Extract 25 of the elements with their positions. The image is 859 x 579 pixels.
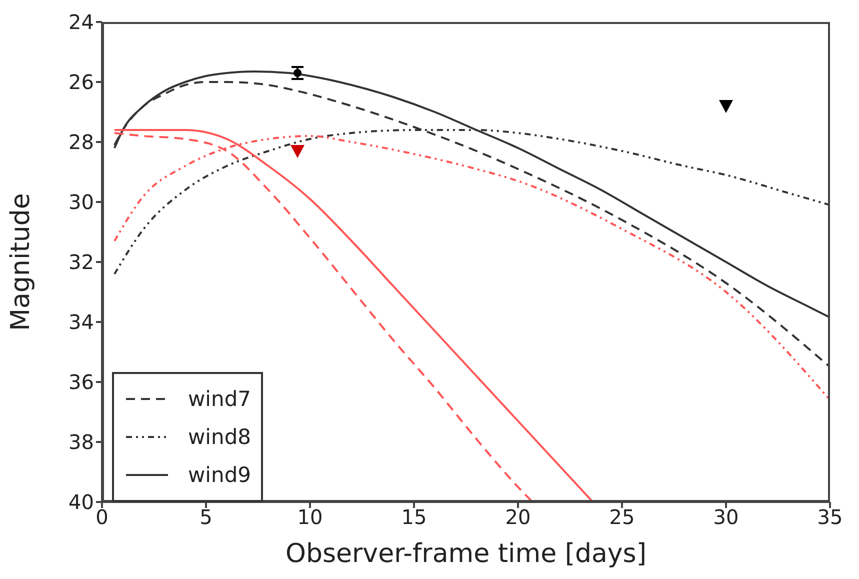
x-tick-label: 35 [817, 505, 843, 530]
y-tick-label: 28 [68, 130, 94, 154]
legend-label: wind9 [188, 463, 252, 487]
y-tick-label: 24 [68, 10, 94, 34]
point [719, 100, 733, 113]
x-tick-label: 10 [297, 505, 323, 530]
y-tick-label: 40 [68, 490, 94, 514]
legend-label: wind7 [188, 387, 252, 411]
x-tick-label: 15 [401, 505, 427, 530]
point [294, 69, 302, 77]
legend-label: wind8 [188, 425, 252, 449]
y-tick-label: 38 [68, 430, 94, 454]
x-tick-label: 5 [200, 505, 212, 530]
y-tick-label: 34 [68, 310, 94, 334]
x-axis-title: Observer-frame time [days] [285, 539, 647, 569]
y-tick-label: 32 [68, 250, 94, 274]
y-tick-label: 30 [68, 190, 94, 214]
x-tick-label: 30 [713, 505, 739, 530]
point [290, 145, 305, 158]
x-tick-label: 25 [609, 505, 635, 530]
y-axis-title: Magnitude [6, 193, 36, 331]
x-tick-label: 20 [505, 505, 531, 530]
x-tick-label: 0 [96, 505, 108, 530]
y-tick-label: 36 [68, 370, 94, 394]
y-tick-label: 26 [68, 70, 94, 94]
